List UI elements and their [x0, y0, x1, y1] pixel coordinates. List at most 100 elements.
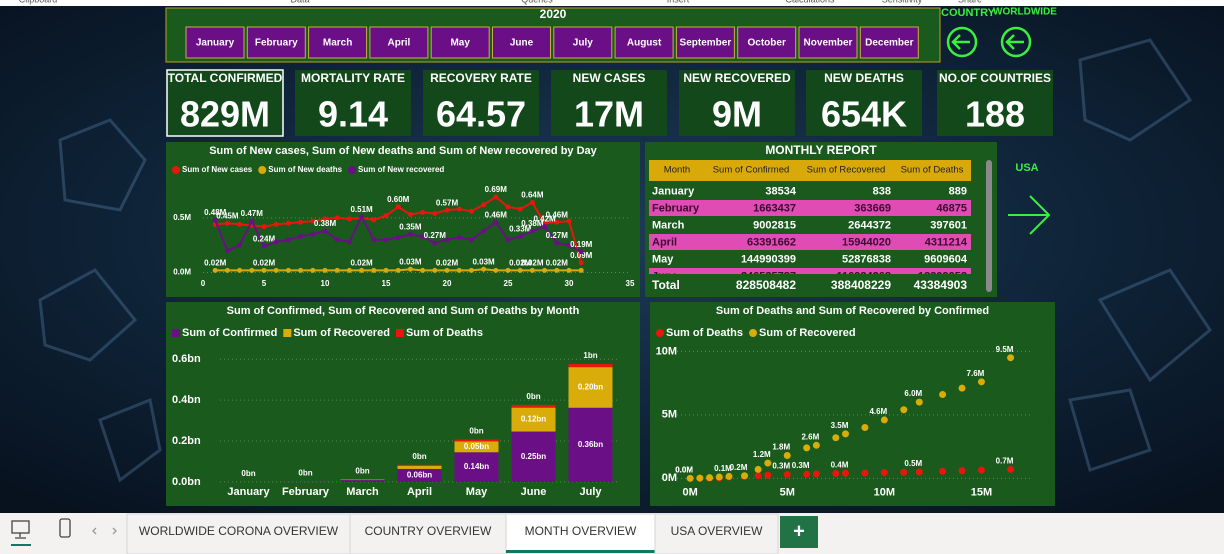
month-button[interactable] — [369, 26, 429, 59]
data-point — [517, 267, 523, 273]
y-tick-label: 0.0M — [173, 268, 191, 277]
table-total: 828508482 — [736, 278, 796, 292]
data-label: 0.42M — [533, 215, 556, 224]
month-button[interactable] — [737, 26, 797, 59]
slicer-title: 2020 — [540, 7, 567, 21]
month-button[interactable] — [859, 26, 919, 59]
table-cell: 9002815 — [753, 219, 796, 231]
data-point — [273, 221, 279, 227]
data-point — [432, 210, 438, 216]
month-button[interactable] — [492, 26, 551, 59]
ribbon-label: Share — [958, 0, 982, 4]
x-tick-label: 25 — [504, 279, 513, 288]
data-point — [346, 267, 352, 273]
x-tick-label: 5M — [780, 486, 795, 498]
data-point — [359, 267, 365, 273]
bar-segment — [454, 439, 499, 442]
data-point — [554, 240, 560, 246]
month-button[interactable] — [553, 26, 613, 59]
month-label: September — [680, 38, 732, 49]
data-point — [383, 213, 389, 219]
bar-segment — [511, 407, 556, 432]
data-point — [706, 474, 714, 482]
data-point — [444, 207, 450, 213]
data-label: 0.4M — [831, 460, 849, 469]
data-point — [310, 218, 316, 224]
page-tab[interactable] — [654, 513, 779, 554]
table-cell: 38534 — [765, 185, 796, 197]
table-rows: January 38534 838 889 February 1663437 363669 4… — [649, 183, 971, 282]
x-tick-label: 30 — [565, 279, 574, 288]
data-point — [224, 267, 230, 273]
data-label: 0.45M — [216, 211, 239, 220]
data-label: 0.19M — [570, 240, 593, 249]
data-point — [529, 228, 535, 234]
add-tab-label: + — [793, 520, 805, 542]
table-cell: 13309053 — [918, 270, 967, 282]
table-cell: 1663437 — [753, 202, 796, 214]
kpi-card — [295, 70, 411, 136]
data-point — [481, 202, 487, 208]
x-tick-label: 35 — [626, 279, 635, 288]
kpi-card — [937, 70, 1053, 136]
scrollbar[interactable] — [986, 160, 992, 292]
data-point — [493, 219, 499, 225]
data-point — [346, 216, 352, 222]
x-tick-label: 5 — [262, 279, 267, 288]
nav-back-country[interactable] — [946, 26, 978, 58]
month-label: May — [450, 38, 470, 49]
legend-label: Sum of New cases — [182, 165, 253, 174]
legend-marker — [749, 329, 758, 337]
total-label: 0bn — [469, 427, 483, 436]
data-label: 0.7M — [996, 457, 1014, 466]
month-button[interactable] — [308, 26, 368, 59]
data-point — [395, 267, 401, 273]
kpi-card — [679, 70, 795, 136]
data-point — [725, 472, 733, 480]
nav-back-worldwide[interactable] — [1000, 26, 1032, 58]
column-header: Sum of Recovered — [807, 165, 886, 176]
total-label: 1bn — [583, 351, 597, 360]
kpi-label: NEW CASES — [573, 71, 646, 85]
data-point — [915, 398, 923, 406]
data-point — [346, 239, 352, 245]
data-point — [493, 194, 499, 200]
data-point — [285, 220, 291, 226]
data-point — [322, 216, 328, 222]
data-label: 0.03M — [472, 257, 495, 266]
add-tab-button[interactable] — [780, 516, 818, 548]
legend-marker — [172, 166, 180, 174]
table-total: 43384903 — [914, 278, 968, 292]
data-point — [803, 470, 811, 478]
data-point — [696, 474, 704, 482]
nav-forward-usa[interactable] — [1008, 195, 1051, 235]
data-point — [273, 267, 279, 273]
data-point — [407, 212, 413, 218]
page-tab[interactable] — [505, 513, 656, 554]
data-label: 0.2M — [730, 463, 748, 472]
month-button[interactable] — [185, 26, 245, 59]
kpi-value: 654K — [821, 94, 907, 135]
legend-label: Sum of New recovered — [358, 165, 444, 174]
kpi-label: NO.OF COUNTRIES — [939, 71, 1051, 85]
month-button[interactable] — [614, 26, 674, 59]
table-cell: 2644372 — [848, 219, 891, 231]
data-point — [456, 235, 462, 241]
month-button[interactable] — [430, 26, 490, 59]
month-button[interactable] — [246, 26, 306, 59]
table-row — [649, 251, 971, 267]
month-label: February — [255, 38, 298, 49]
bar-segment — [454, 441, 499, 453]
month-button[interactable] — [798, 26, 858, 59]
data-point — [832, 434, 840, 442]
data-point — [212, 267, 218, 273]
y-tick-label: 0.5M — [173, 213, 191, 222]
month-button[interactable] — [675, 26, 735, 59]
data-point — [803, 444, 811, 452]
table-cell: 363669 — [854, 202, 891, 214]
y-tick-label: 0.2bn — [172, 435, 201, 447]
data-label: 0.38M — [521, 219, 544, 228]
data-point — [958, 467, 966, 475]
data-label: 4.6M — [869, 407, 887, 416]
data-point — [420, 209, 426, 215]
